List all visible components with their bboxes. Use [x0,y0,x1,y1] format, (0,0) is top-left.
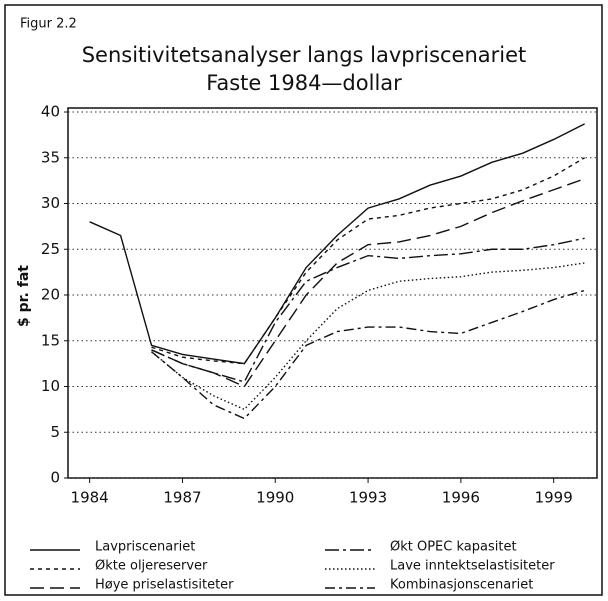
y-tick-label: 25 [41,240,60,258]
y-tick-label: 15 [41,331,60,349]
x-tick-label: 1987 [163,489,201,507]
y-tick-label: 5 [50,423,60,441]
x-tick-label: 1999 [535,489,573,507]
y-tick-label: 30 [41,194,60,212]
x-tick-label: 1990 [256,489,294,507]
x-tick-label: 1993 [349,489,387,507]
series-line [151,157,585,365]
legend-label: Lavpriscenariet [95,540,195,555]
chart-subtitle: Faste 1984—dollar [206,71,402,95]
x-tick-label: 1984 [71,489,109,507]
figure-label: Figur 2.2 [20,17,77,32]
series-line [151,178,585,388]
y-tick-label: 0 [50,469,60,487]
series-line [151,289,585,420]
series-line [151,237,585,383]
x-tick-label: 1996 [442,489,480,507]
chart-title: Sensitivitetsanalyser langs lavpriscenar… [82,43,527,67]
y-tick-label: 40 [41,103,60,121]
legend-label: Lave inntektselastisiteter [390,559,555,574]
series-line [151,262,585,411]
legend-label: Økte oljereserver [95,559,208,574]
y-tick-label: 20 [41,286,60,304]
legend-label: Kombinasjonscenariet [390,578,533,593]
legend-label: Høye priselastisiteter [95,578,234,593]
outer-frame [4,4,603,596]
series-line [89,123,585,365]
y-tick-label: 35 [41,148,60,166]
plot-frame [67,107,598,479]
legend-label: Økt OPEC kapasitet [390,540,517,555]
y-tick-label: 10 [41,377,60,395]
y-axis-label: $ pr. fat [16,265,32,327]
